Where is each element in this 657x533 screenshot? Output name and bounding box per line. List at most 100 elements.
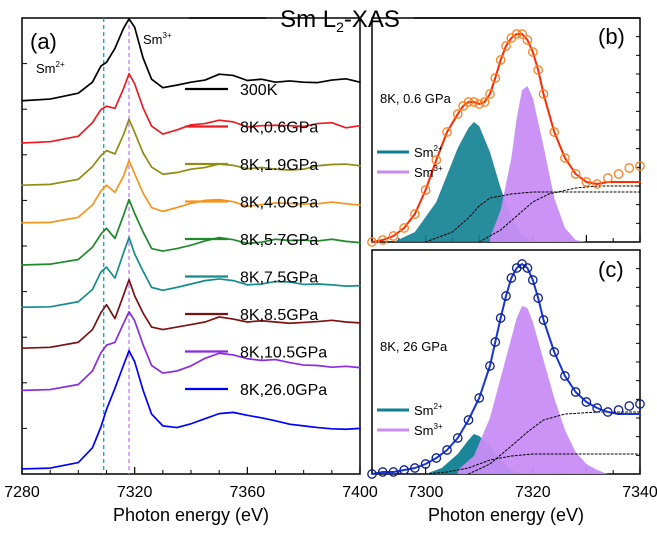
data-marker-1-1 <box>377 235 388 245</box>
data-marker-2-10 <box>474 393 485 403</box>
data-marker-1-14 <box>485 89 495 99</box>
legend-label-4: 8K,5.7GPa <box>240 232 318 249</box>
legend-b-sm2-label-superscript: 2+ <box>434 144 443 153</box>
data-marker-1-26 <box>560 153 570 163</box>
data-marker-2-14 <box>501 291 511 301</box>
legend-c-sm3-label-superscript: 3+ <box>434 422 443 431</box>
data-marker-1-27 <box>570 169 581 179</box>
panel-c-label: (c) <box>598 257 624 282</box>
legend-b-sm3-label-superscript: 3+ <box>434 164 443 173</box>
data-marker-1-24 <box>538 89 549 99</box>
area-1-3 <box>489 86 587 242</box>
x-tick-label-0-3: 7400 <box>342 484 378 501</box>
data-marker-1-2 <box>388 231 399 241</box>
series-line-2-4 <box>425 453 641 475</box>
data-marker-2-30 <box>635 399 645 409</box>
panel-a-label: (a) <box>30 29 57 54</box>
sm2-annotation-superscript: 2+ <box>56 60 65 69</box>
data-marker-2-24 <box>570 387 581 397</box>
data-marker-2-1 <box>377 467 388 477</box>
legend-b-sm2-label-base: Sm <box>414 145 434 160</box>
legend-b-sm3-label: Sm3+ <box>414 164 443 180</box>
data-marker-2-8 <box>452 433 463 443</box>
series-line-0-6 <box>21 278 361 350</box>
x-tick-label-0-1: 7320 <box>117 484 153 501</box>
data-marker-2-5 <box>420 459 431 469</box>
series-line-0-8 <box>21 349 361 470</box>
data-marker-1-15 <box>490 73 501 83</box>
data-marker-1-16 <box>495 55 506 65</box>
data-marker-2-27 <box>602 407 613 417</box>
data-marker-2-13 <box>495 313 506 323</box>
data-marker-1-12 <box>474 99 485 109</box>
series-line-2-1 <box>371 263 641 475</box>
legend-label-2: 8K,1.9GPa <box>240 157 318 174</box>
x-tick-label-2-3: 7320 <box>515 484 551 501</box>
legend-c-sm2-label-base: Sm <box>414 403 434 418</box>
data-marker-1-17 <box>501 41 511 51</box>
series-line-0-0 <box>21 17 361 102</box>
data-marker-1-4 <box>410 209 420 219</box>
data-marker-1-28 <box>581 177 592 187</box>
data-marker-2-7 <box>442 445 452 455</box>
data-marker-1-11 <box>468 97 479 107</box>
data-marker-1-7 <box>442 127 452 137</box>
data-marker-2-29 <box>624 401 635 411</box>
data-marker-2-6 <box>431 453 442 463</box>
data-marker-2-12 <box>490 337 501 347</box>
area-1-2 <box>393 122 533 242</box>
x-tick-label-0-2: 7360 <box>230 484 266 501</box>
data-marker-1-6 <box>431 155 442 165</box>
data-marker-2-19 <box>527 275 538 285</box>
legend-b-sm2-label: Sm2+ <box>414 144 443 160</box>
data-marker-2-11 <box>485 361 495 371</box>
sm2-annotation-base: Sm <box>36 61 56 76</box>
data-marker-1-22 <box>527 47 538 57</box>
series-line-0-1 <box>21 72 361 144</box>
figure-title: Sm L2-XAS <box>280 6 400 35</box>
data-marker-2-23 <box>560 371 570 381</box>
data-marker-1-10 <box>463 97 474 107</box>
data-marker-2-0 <box>367 469 377 479</box>
data-marker-1-32 <box>624 163 635 173</box>
panel-a-xlabel: Photon energy (eV) <box>113 505 269 525</box>
legend-b-sm3-label-base: Sm <box>414 165 434 180</box>
data-marker-2-3 <box>399 465 410 475</box>
series-line-1-1 <box>371 33 641 243</box>
sm3-annotation-superscript: 3+ <box>163 31 172 40</box>
series-line-0-3 <box>21 159 361 224</box>
area-2-3 <box>457 306 608 474</box>
sm3-annotation-base: Sm <box>143 32 163 47</box>
data-marker-1-21 <box>522 35 533 45</box>
data-marker-2-25 <box>581 397 592 407</box>
panel-b-annotation: 8K, 0.6 GPa <box>380 91 452 106</box>
figure-title-subscript: 2 <box>336 19 344 35</box>
data-marker-1-30 <box>602 173 613 183</box>
legend-label-6: 8K,8.5GPa <box>240 307 318 324</box>
data-marker-1-33 <box>635 161 645 171</box>
legend-label-0: 300K <box>240 82 278 99</box>
data-marker-2-26 <box>592 403 602 413</box>
data-marker-1-0 <box>367 237 377 247</box>
x-tick-label-0-0: 7280 <box>4 484 40 501</box>
legend-label-8: 8K,26.0GPa <box>240 382 327 399</box>
data-marker-1-29 <box>592 179 602 189</box>
panel-c-annotation: 8K, 26 GPa <box>380 339 448 354</box>
data-marker-1-23 <box>533 65 544 75</box>
data-marker-2-2 <box>388 467 399 477</box>
data-marker-2-18 <box>522 263 533 273</box>
series-line-1-4 <box>425 191 641 243</box>
legend-c-sm2-label: Sm2+ <box>414 402 443 418</box>
series-line-0-7 <box>21 311 361 392</box>
data-marker-1-8 <box>452 109 463 119</box>
legend-label-3: 8K,4.0GPa <box>240 195 318 212</box>
figure-title-main: Sm L <box>280 6 336 33</box>
legend-label-7: 8K,10.5GPa <box>240 345 327 362</box>
data-marker-2-21 <box>538 315 549 325</box>
legend-c-sm3-label: Sm3+ <box>414 422 443 438</box>
series-line-0-4 <box>21 198 361 266</box>
data-marker-2-9 <box>463 415 474 425</box>
data-marker-2-20 <box>533 293 544 303</box>
